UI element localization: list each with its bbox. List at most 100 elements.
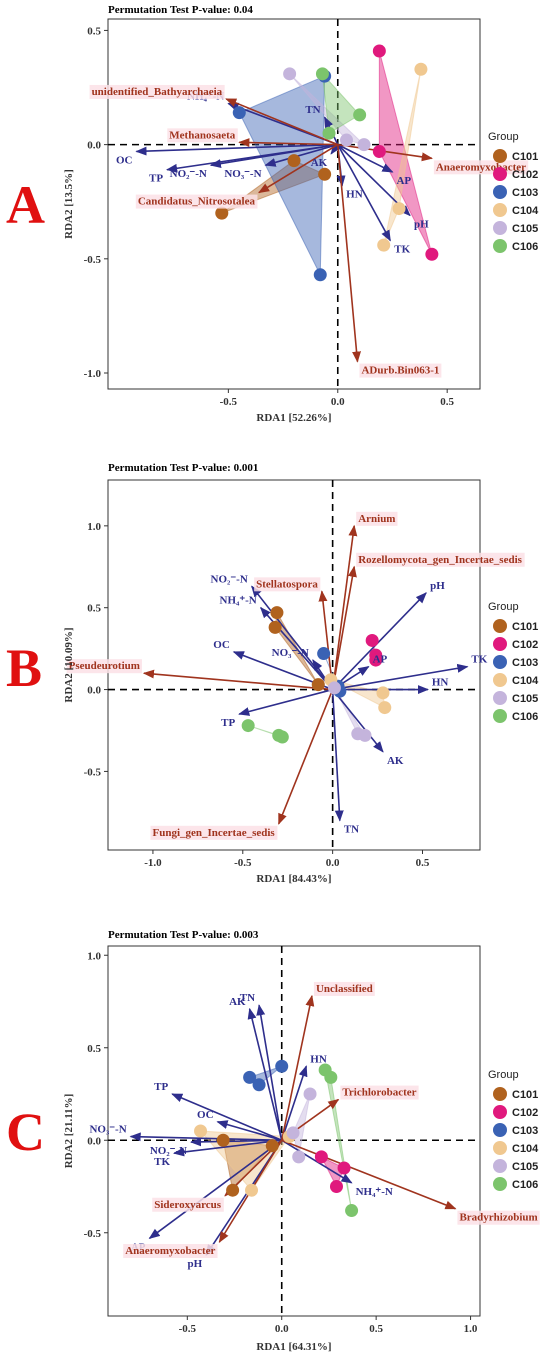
- panel-a-title: Permutation Test P-value: 0.04: [108, 4, 253, 16]
- legend-title: Group: [488, 131, 519, 143]
- legend-swatch-c102: [493, 167, 507, 181]
- sample-point-c104: [414, 62, 428, 76]
- env-label: NO₂⁻-N: [150, 1145, 187, 1157]
- env-arrow: [280, 1065, 308, 1141]
- sample-point-c103: [313, 268, 327, 282]
- legend-swatch-c104: [493, 1141, 507, 1155]
- panel-c-ylabel: RDA2 [21.11%]: [63, 1094, 75, 1169]
- sample-point-c106: [241, 719, 255, 733]
- panel-c-letter: C: [6, 1102, 45, 1162]
- sample-point-c101: [311, 678, 325, 692]
- species-label: Sideroxyarcus: [154, 1199, 222, 1211]
- legend-swatch-c106: [493, 1177, 507, 1191]
- legend-swatch-c102: [493, 637, 507, 651]
- env-label: OC: [213, 639, 230, 651]
- panel-a-xlabel: RDA1 [52.26%]: [256, 412, 331, 424]
- species-label: Arnium: [358, 513, 395, 525]
- sample-point-c104: [194, 1124, 208, 1138]
- env-label: TK: [394, 244, 410, 256]
- sample-point-c102: [365, 633, 379, 647]
- env-arrow: [209, 143, 338, 168]
- env-label: pH: [430, 580, 445, 592]
- legend-label: C106: [512, 1179, 538, 1191]
- legend-label: C104: [512, 205, 539, 217]
- x-tick-label: 0.5: [440, 396, 454, 408]
- species-arrow: [280, 994, 315, 1141]
- legend-label: C103: [512, 187, 538, 199]
- legend-label: C102: [512, 639, 538, 651]
- env-label: NO₃⁻-N: [89, 1124, 126, 1136]
- group-hull-c104: [383, 69, 422, 246]
- sample-point-c102: [372, 44, 386, 58]
- species-label-bg: [254, 577, 321, 592]
- legend-swatch-c101: [493, 149, 507, 163]
- legend-label: C104: [512, 675, 539, 687]
- sample-point-c105: [283, 67, 297, 81]
- env-label: pH: [188, 1258, 203, 1270]
- species-label-bg: [135, 194, 258, 209]
- sample-point-c101: [268, 620, 282, 634]
- panel-b: Permutation Test P-value: 0.001 -1.0 -0.5…: [6, 462, 539, 885]
- sample-point-c102: [337, 1161, 351, 1175]
- legend-label: C102: [512, 169, 538, 181]
- legend-label: C106: [512, 241, 538, 253]
- sample-point-c104: [376, 686, 390, 700]
- env-arrow: [216, 1120, 282, 1142]
- env-arrow: [331, 689, 344, 822]
- y-tick-label: 0.5: [87, 603, 101, 615]
- panel-b-plot: -1.0 -0.5 0.0 0.5 1.0 0.5 0.0 -0.5 NO₂⁻-N NH₄⁺-N O…: [66, 480, 525, 869]
- env-arrow: [256, 1004, 283, 1141]
- env-label: TP: [154, 1081, 168, 1093]
- env-arrow: [247, 1007, 283, 1141]
- legend-label: C103: [512, 657, 538, 669]
- species-label: Methanosaeta: [169, 129, 235, 141]
- env-label: TK: [471, 654, 487, 666]
- env-label: TP: [221, 717, 235, 729]
- panel-a-plot: -0.50.00.50.50.0-0.5-1.0NH₄⁺-NTNOCTPNO₂⁻…: [84, 19, 529, 408]
- sample-point-c105: [286, 1126, 300, 1140]
- species-label-bg: [457, 1210, 540, 1225]
- panel-b-ylabel: RDA2 [10.09%]: [63, 627, 75, 702]
- env-arrow: [332, 689, 384, 753]
- env-label: OC: [197, 1109, 214, 1121]
- legend-swatch-c106: [493, 709, 507, 723]
- sample-point-c101: [215, 206, 229, 220]
- species-arrow: [331, 524, 358, 690]
- env-arrow: [264, 143, 338, 167]
- species-arrow: [318, 590, 334, 690]
- x-tick-label: -0.5: [234, 857, 252, 869]
- legend-swatch-c102: [493, 1105, 507, 1119]
- panel-b-title: Permutation Test P-value: 0.001: [108, 462, 258, 474]
- y-tick-label: 0.5: [87, 25, 101, 37]
- env-label: pH: [414, 218, 429, 230]
- x-tick-label: -1.0: [144, 857, 162, 869]
- env-arrow: [332, 592, 427, 691]
- env-arrow: [337, 144, 391, 242]
- sample-point-c101: [265, 1139, 279, 1153]
- env-label: AP: [373, 654, 388, 666]
- env-arrow: [337, 143, 394, 173]
- sample-point-c101: [287, 154, 301, 168]
- x-tick-label: 0.0: [326, 857, 340, 869]
- sample-point-c103: [243, 1070, 257, 1084]
- sample-point-c105: [358, 728, 372, 742]
- env-label: TP: [149, 173, 163, 185]
- sample-point-c104: [378, 701, 392, 715]
- legend-swatch-c104: [493, 203, 507, 217]
- legend-label: C105: [512, 223, 538, 235]
- y-tick-label: -0.5: [84, 766, 102, 778]
- species-label: Anaeromyxobacter: [125, 1245, 215, 1257]
- y-tick-label: 0.5: [87, 1043, 101, 1055]
- species-label-bg: [359, 363, 442, 378]
- x-tick-label: 0.5: [416, 857, 430, 869]
- env-label: NO₃⁻-N: [224, 168, 261, 180]
- sample-point-c106: [275, 730, 289, 744]
- panel-a-frame: [107, 18, 481, 390]
- sample-point-c101: [226, 1183, 240, 1197]
- species-label: Unclassified: [316, 983, 373, 995]
- panel-a-ylabel: RDA2 [13.5%]: [63, 169, 75, 239]
- x-tick-label: -0.5: [179, 1323, 197, 1335]
- panel-a-legend: Group C101 C102 C103 C104 C105 C106: [488, 131, 539, 253]
